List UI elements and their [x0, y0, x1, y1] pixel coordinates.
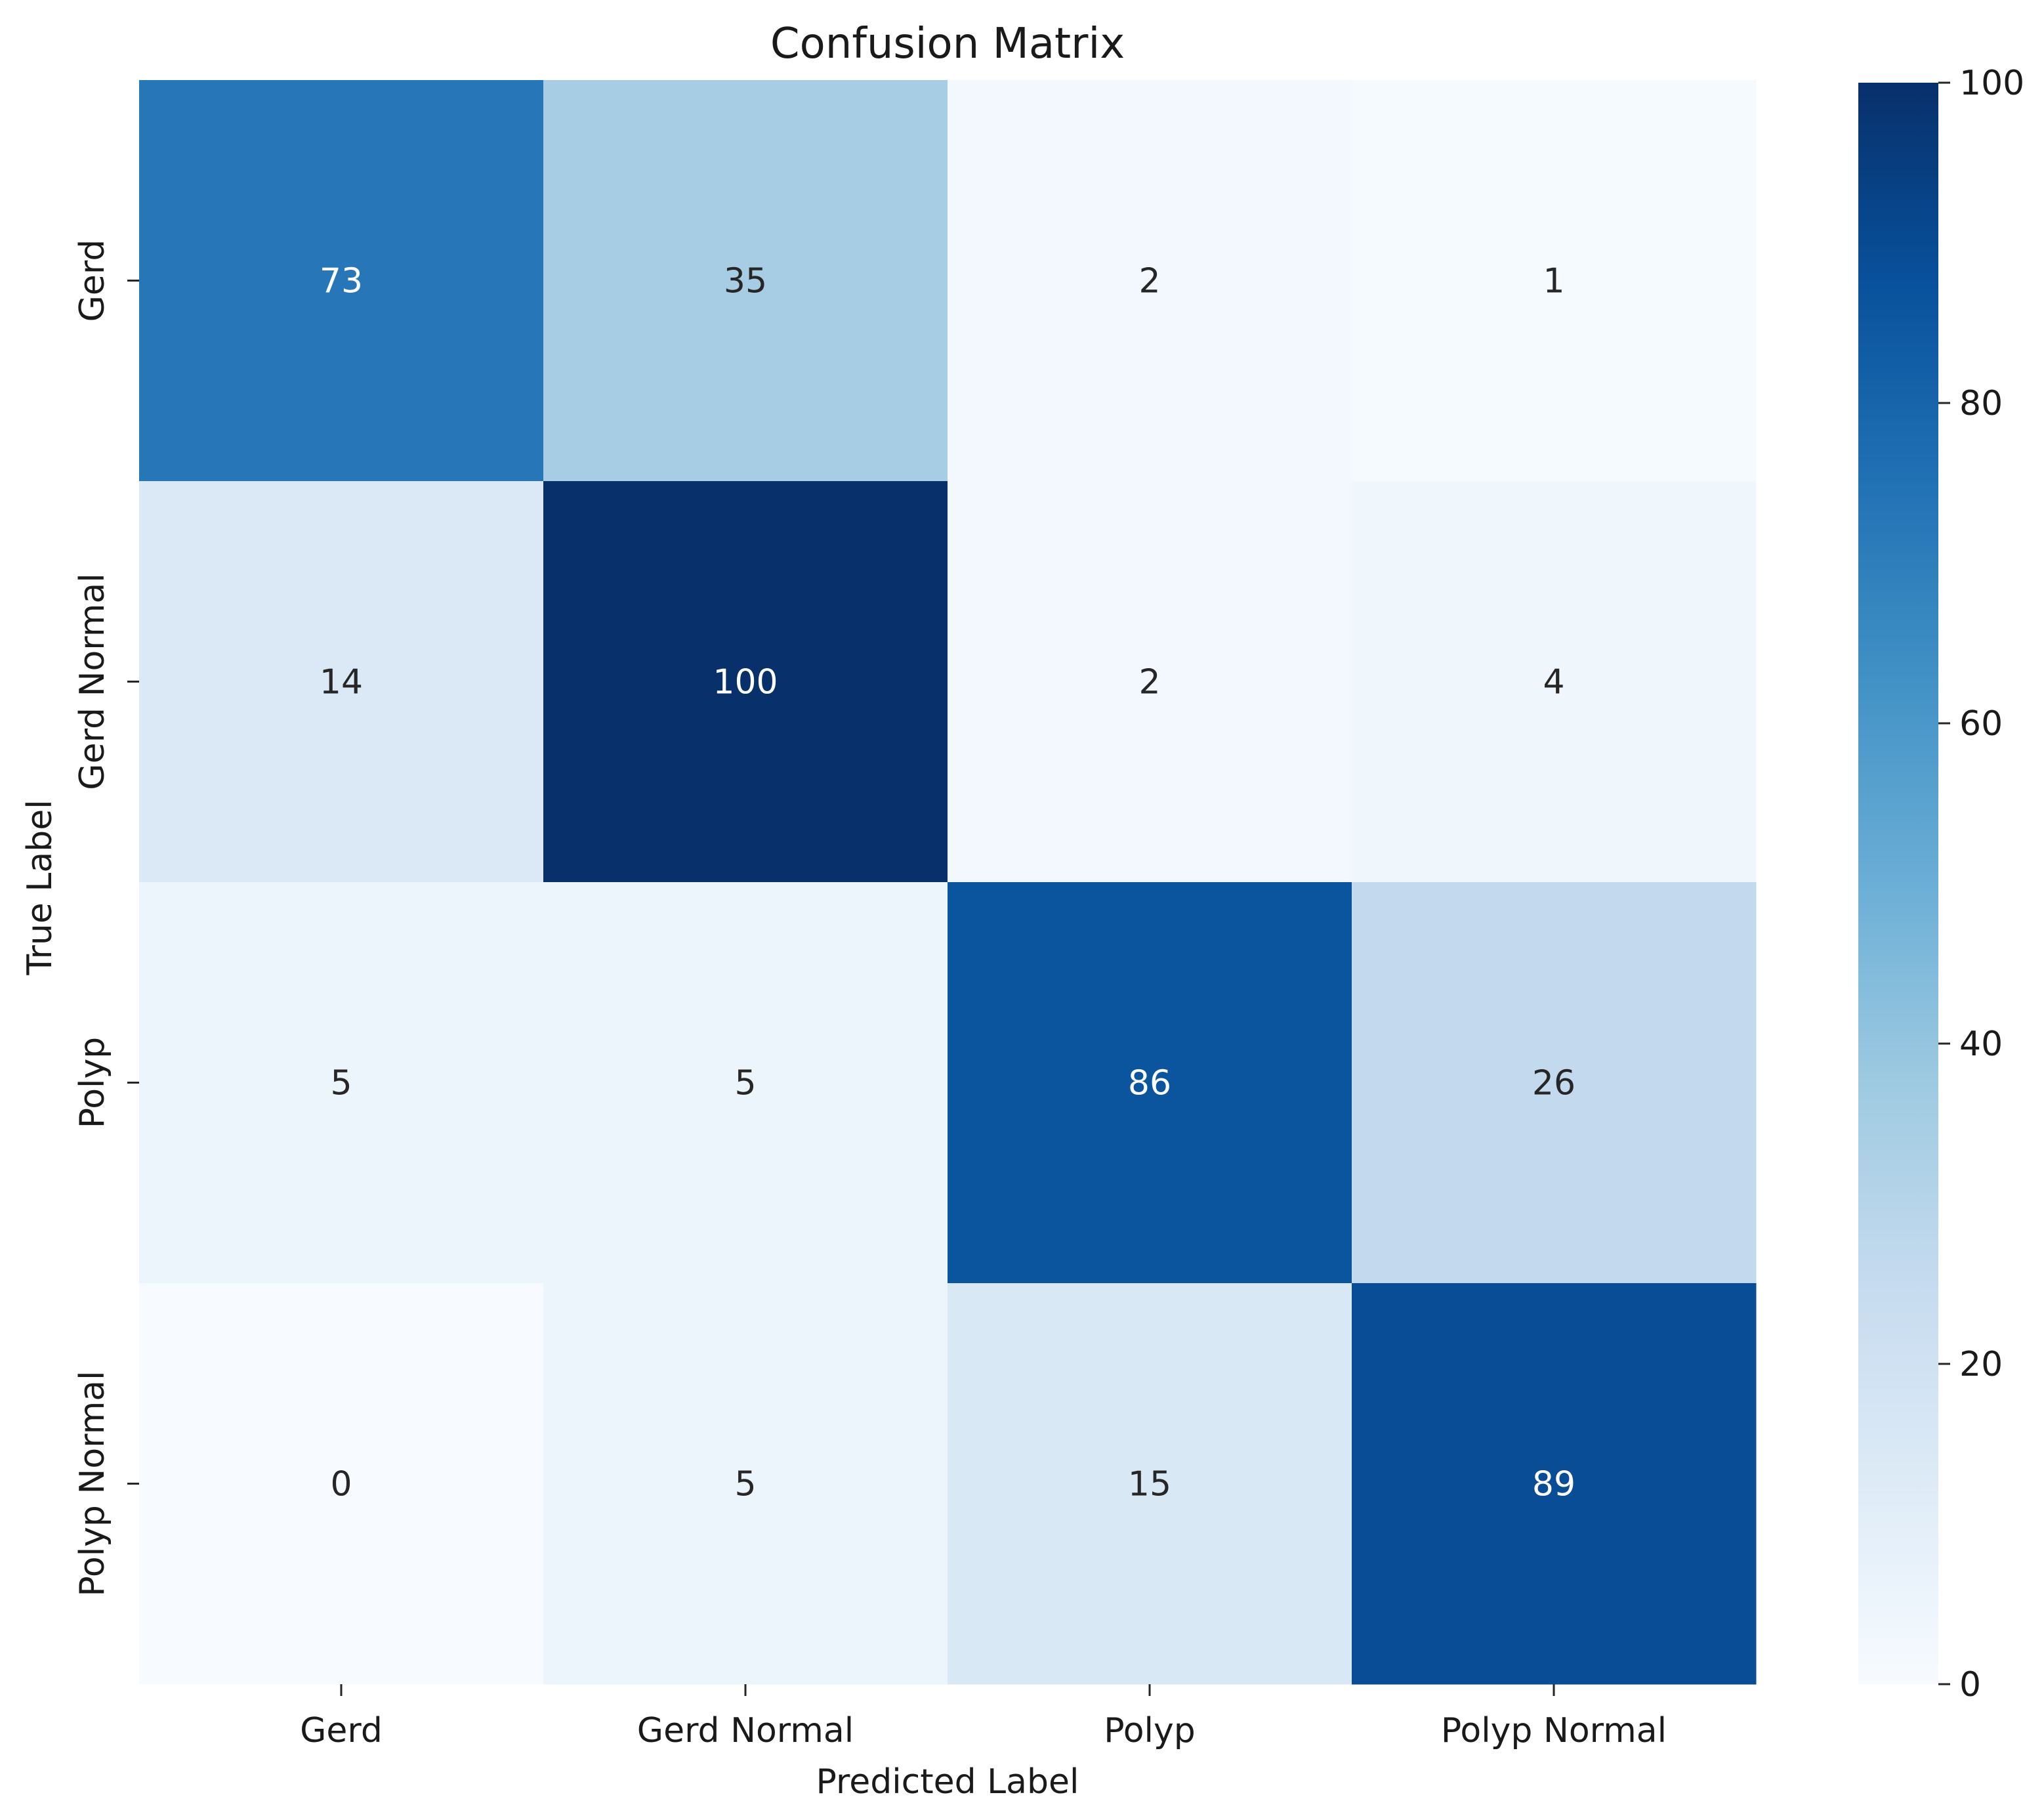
heatmap-cell-r0-c1	[543, 80, 948, 482]
y-tick-label: Polyp	[73, 1037, 112, 1129]
cell-value-label: 4	[1543, 663, 1564, 702]
colorbar-ticks: 0 20 40 60 80 100	[1938, 64, 2024, 1705]
heatmap-cell-r0-c0	[139, 80, 544, 482]
y-tick-label: Gerd	[73, 240, 112, 322]
x-axis-ticks: Gerd Gerd Normal Polyp Polyp Normal	[300, 1684, 1667, 1750]
heatmap-cell-r3-c0	[139, 1283, 544, 1685]
heatmap-cell-r2-c1	[543, 882, 948, 1284]
colorbar-tick-label: 60	[1959, 704, 2003, 744]
heatmap-cell-labels: 73 35 2 1 14 100 2 4 5 5 86 26 0 5 15 89	[320, 262, 1575, 1504]
y-tick-label: Polyp Normal	[73, 1370, 112, 1596]
heatmap-cell-r2-c3	[1352, 882, 1757, 1284]
cell-value-label: 14	[320, 663, 363, 702]
heatmap-cell-r1-c0	[139, 481, 544, 883]
x-axis-label: Predicted Label	[816, 1762, 1079, 1801]
cell-value-label: 73	[320, 262, 363, 301]
heatmap-cell-r0-c2	[948, 80, 1352, 482]
heatmap-cells	[139, 80, 1757, 1685]
heatmap-cell-r1-c3	[1352, 481, 1757, 883]
heatmap-cell-r3-c1	[543, 1283, 948, 1685]
cell-value-label: 35	[724, 262, 767, 301]
colorbar-tick-label: 0	[1959, 1665, 1981, 1705]
cell-value-label: 5	[734, 1465, 756, 1504]
heatmap-cell-r3-c2	[948, 1283, 1352, 1685]
cell-value-label: 26	[1532, 1064, 1575, 1103]
y-tick-label: Gerd Normal	[73, 573, 112, 790]
colorbar	[1858, 83, 1938, 1684]
heatmap-cell-r2-c2	[948, 882, 1352, 1284]
cell-value-label: 5	[734, 1064, 756, 1103]
chart-title: Confusion Matrix	[770, 20, 1125, 68]
cell-value-label: 0	[330, 1465, 352, 1504]
y-axis-label: True Label	[20, 799, 60, 975]
cell-value-label: 2	[1138, 262, 1160, 301]
cell-value-label: 5	[330, 1064, 352, 1103]
colorbar-tick-label: 40	[1959, 1025, 2003, 1064]
colorbar-tick-label: 100	[1959, 64, 2024, 103]
cell-value-label: 1	[1543, 262, 1564, 301]
heatmap-cell-r0-c3	[1352, 80, 1757, 482]
colorbar-tick-label: 80	[1959, 384, 2003, 423]
x-tick-label: Gerd Normal	[637, 1711, 854, 1750]
x-tick-label: Polyp	[1104, 1711, 1196, 1750]
heatmap-cell-r2-c0	[139, 882, 544, 1284]
x-tick-label: Gerd	[300, 1711, 383, 1750]
heatmap-cell-r1-c1	[543, 481, 948, 883]
cell-value-label: 2	[1138, 663, 1160, 702]
y-axis-ticks: Gerd Gerd Normal Polyp Polyp Normal	[73, 240, 139, 1597]
colorbar-tick-label: 20	[1959, 1345, 2003, 1384]
heatmap-cell-r3-c3	[1352, 1283, 1757, 1685]
x-tick-label: Polyp Normal	[1441, 1711, 1667, 1750]
heatmap-cell-r1-c2	[948, 481, 1352, 883]
cell-value-label: 89	[1532, 1465, 1575, 1504]
cell-value-label: 100	[713, 663, 778, 702]
cell-value-label: 86	[1128, 1064, 1171, 1103]
cell-value-label: 15	[1128, 1465, 1171, 1504]
